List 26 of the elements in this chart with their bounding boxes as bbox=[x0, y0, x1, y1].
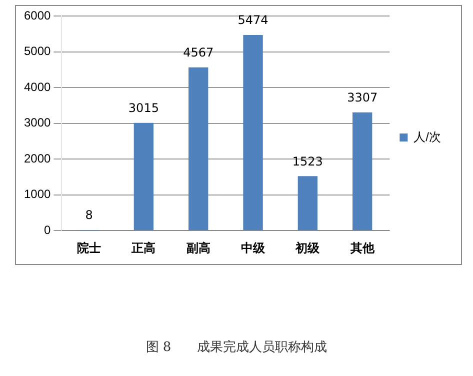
y-tick-label: 1000 bbox=[24, 187, 52, 202]
x-tick-label: 副高 bbox=[186, 241, 210, 256]
data-label: 4567 bbox=[183, 46, 214, 60]
bar bbox=[188, 67, 208, 230]
y-tick-label: 4000 bbox=[24, 80, 52, 94]
x-tick-label: 其他 bbox=[349, 241, 376, 256]
x-tick-label: 初级 bbox=[294, 241, 321, 256]
y-tick-label: 5000 bbox=[24, 44, 52, 58]
x-tick-label: 院士 bbox=[77, 241, 102, 256]
y-tick-label: 2000 bbox=[24, 151, 52, 166]
x-tick-label: 正高 bbox=[130, 241, 156, 256]
y-tick-label: 6000 bbox=[24, 8, 52, 23]
data-label: 3015 bbox=[128, 100, 159, 115]
x-tick-label: 中级 bbox=[241, 241, 266, 256]
data-label: 8 bbox=[85, 208, 93, 222]
data-label: 3307 bbox=[347, 90, 378, 105]
bar bbox=[298, 176, 318, 230]
bar bbox=[352, 112, 372, 230]
data-label: 5474 bbox=[238, 13, 268, 28]
y-tick-label: 3000 bbox=[24, 116, 52, 130]
bar bbox=[243, 34, 263, 230]
caption: 图 8 成果完成人员职称构成 bbox=[144, 339, 328, 356]
y-tick-label: 0 bbox=[44, 222, 52, 237]
legend-label: 人/次 bbox=[414, 130, 442, 144]
data-label: 1523 bbox=[292, 154, 323, 168]
bar bbox=[134, 122, 154, 230]
